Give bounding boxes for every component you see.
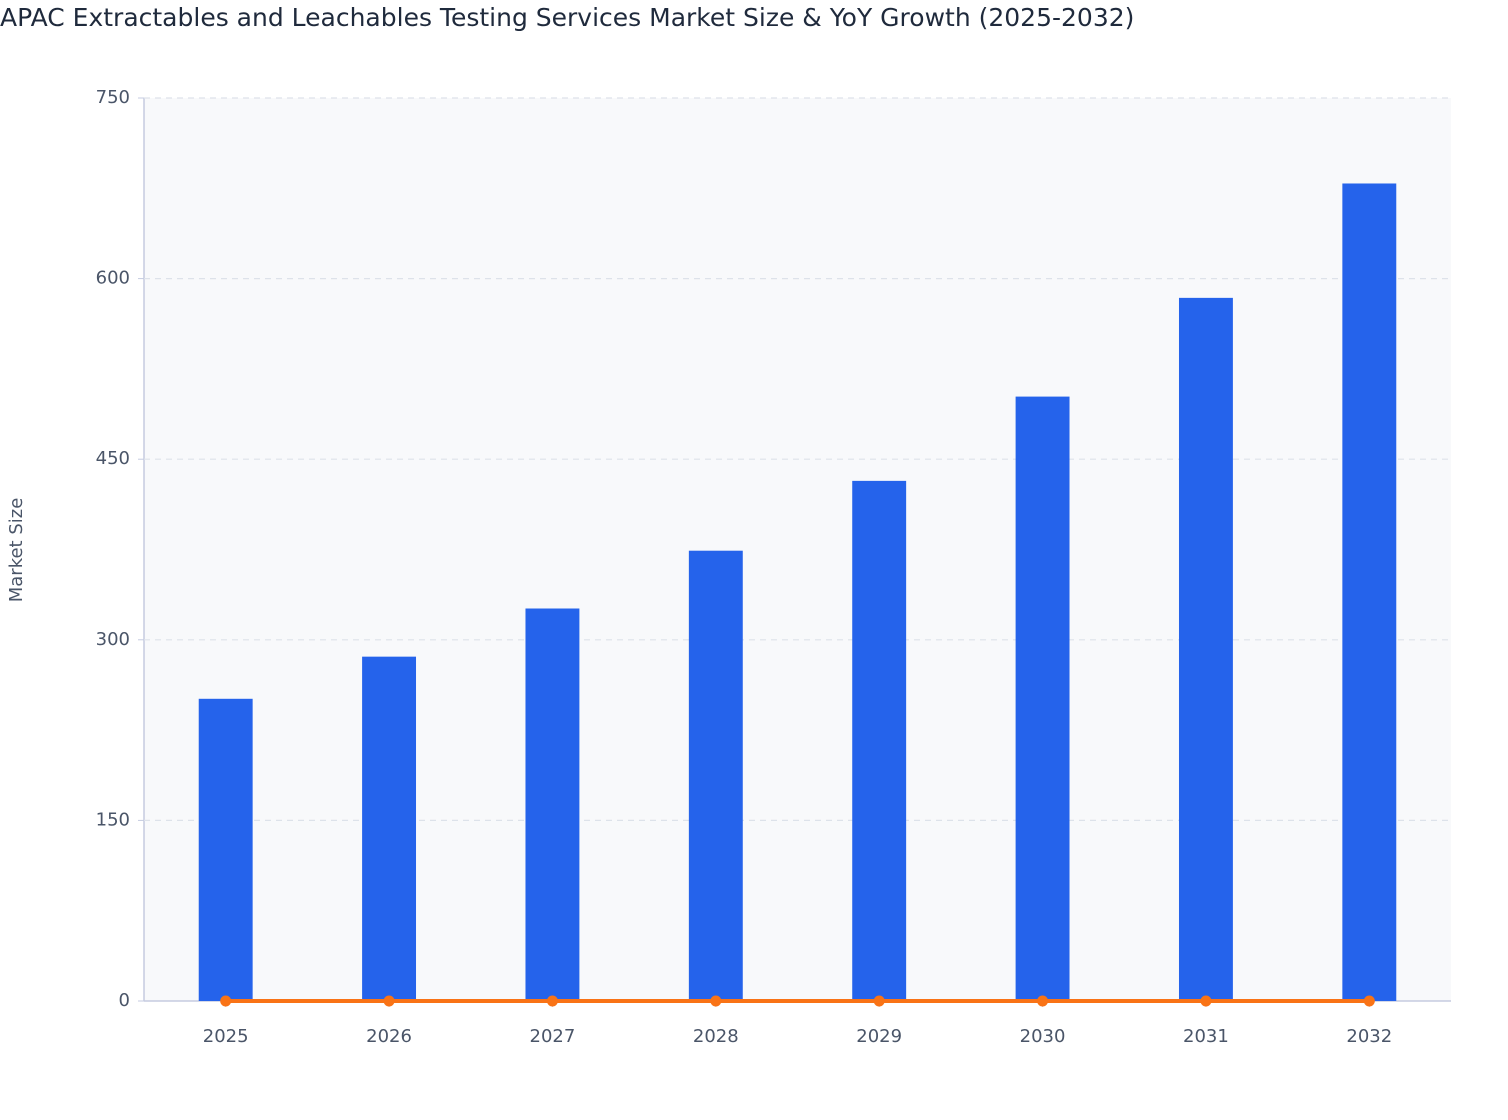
- line-point: [220, 995, 232, 1007]
- x-tick-label: 2032: [1346, 1026, 1392, 1047]
- bar: [852, 480, 907, 1001]
- bar: [525, 608, 580, 1001]
- y-tick-label: 150: [96, 809, 130, 830]
- line-point: [873, 995, 885, 1007]
- x-tick-label: 2026: [366, 1026, 412, 1047]
- x-tick-label: 2031: [1183, 1026, 1229, 1047]
- bar: [1342, 183, 1397, 1001]
- line-point: [546, 995, 558, 1007]
- bar: [688, 550, 743, 1001]
- y-tick-label: 300: [96, 629, 130, 650]
- bar: [1178, 297, 1233, 1001]
- x-tick-label: 2025: [203, 1026, 249, 1047]
- x-tick-label: 2030: [1020, 1026, 1066, 1047]
- chart-title: APAC Extractables and Leachables Testing…: [0, 3, 1134, 32]
- x-tick-label: 2029: [856, 1026, 902, 1047]
- x-tick-label: 2028: [693, 1026, 739, 1047]
- line-point: [710, 995, 722, 1007]
- bar: [362, 656, 417, 1001]
- bar: [1015, 396, 1070, 1001]
- plot-area: [144, 98, 1451, 1001]
- y-axis-title: Market Size: [6, 498, 27, 603]
- line-point: [1363, 995, 1375, 1007]
- x-tick-label: 2027: [530, 1026, 576, 1047]
- y-tick-label: 750: [96, 87, 130, 108]
- line-point: [383, 995, 395, 1007]
- line-point: [1037, 995, 1049, 1007]
- y-tick-label: 450: [96, 448, 130, 469]
- y-tick-label: 0: [119, 990, 130, 1011]
- bar: [198, 698, 253, 1001]
- line-point: [1200, 995, 1212, 1007]
- y-tick-label: 600: [96, 268, 130, 289]
